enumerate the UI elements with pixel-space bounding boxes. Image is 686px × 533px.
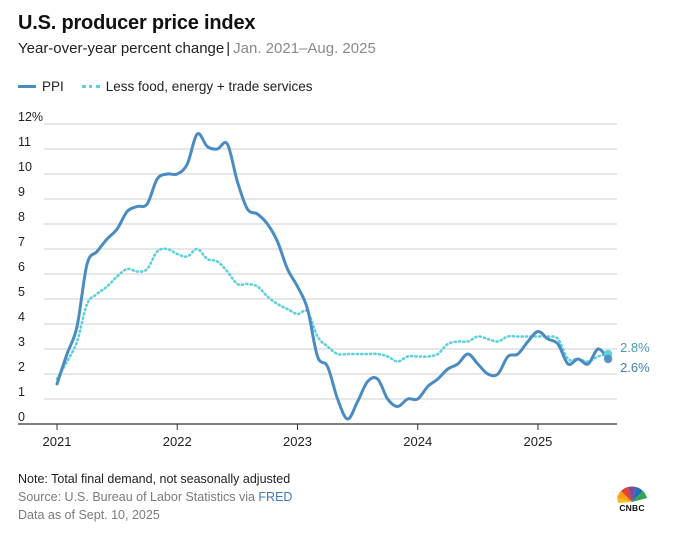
y-tick-label: 3 [18, 335, 25, 349]
chart-legend: PPI Less food, energy + trade services [18, 78, 331, 94]
y-tick-label: 7 [18, 235, 25, 249]
logo-text: CNBC [619, 503, 645, 513]
subtitle-main: Year-over-year percent change [18, 40, 225, 57]
x-tick-label: 2023 [283, 434, 312, 449]
y-tick-label: 4 [18, 310, 25, 324]
chart-source: Source: U.S. Bureau of Labor Statistics … [18, 490, 292, 504]
subtitle-range: Jan. 2021–Aug. 2025 [233, 40, 376, 57]
chart-note: Note: Total final demand, not seasonally… [18, 472, 291, 486]
y-tick-label: 11 [18, 135, 31, 149]
y-tick-label: 9 [18, 185, 25, 199]
legend-item-core: Less food, energy + trade services [81, 78, 313, 94]
legend-swatch-core [81, 84, 100, 88]
end-label-ppi: 2.6% [620, 360, 650, 375]
series-line-less-food-energy-trade [55, 247, 610, 381]
legend-label-ppi: PPI [42, 78, 64, 94]
x-tick-label: 2025 [523, 434, 552, 449]
y-tick-label: 1 [18, 385, 25, 399]
x-tick-label: 2022 [163, 434, 192, 449]
data-as-of: Data as of Sept. 10, 2025 [18, 508, 160, 522]
peacock-logo-icon [617, 486, 647, 503]
end-label-less-food-energy-trade: 2.8% [620, 340, 650, 355]
series-line-ppi [55, 132, 610, 421]
chart-title: U.S. producer price index [18, 12, 256, 34]
source-link[interactable]: FRED [258, 490, 293, 504]
legend-label-core: Less food, energy + trade services [105, 78, 313, 94]
chart-subtitle: Year-over-year percent change | Jan. 2021–… [18, 40, 376, 57]
subtitle-separator: | [226, 40, 231, 57]
end-marker-ppi [603, 354, 613, 364]
source-prefix: Source: U.S. Bureau of Labor Statistics … [18, 490, 255, 504]
y-tick-label: 0 [18, 410, 25, 424]
y-tick-label: 6 [18, 260, 25, 274]
x-tick-label: 2021 [43, 434, 72, 449]
x-tick-label: 2024 [403, 434, 432, 449]
y-tick-label: 12% [18, 110, 43, 124]
y-tick-label: 5 [18, 285, 25, 299]
y-tick-label: 8 [18, 210, 25, 224]
y-tick-label: 10 [18, 160, 32, 174]
legend-item-ppi: PPI [18, 79, 64, 94]
legend-swatch-ppi [18, 84, 36, 88]
y-tick-label: 2 [18, 360, 25, 374]
